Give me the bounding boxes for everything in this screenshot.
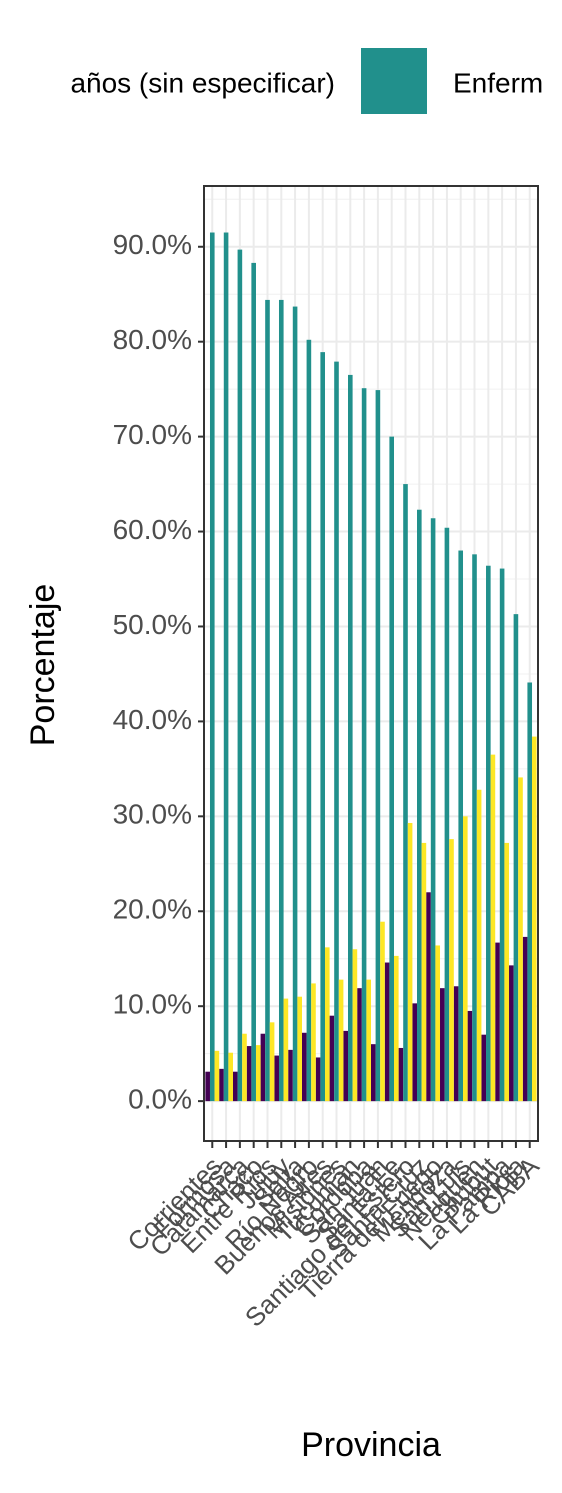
- bar: [490, 754, 496, 1102]
- bar: [453, 986, 459, 1102]
- bar: [398, 1047, 404, 1102]
- legend-key: [361, 48, 427, 114]
- bar: [255, 1045, 261, 1102]
- bar: [467, 1010, 473, 1102]
- panel-border: [203, 185, 539, 1142]
- bar: [205, 1071, 210, 1102]
- bar: [412, 1003, 418, 1102]
- y-tick-label: 90.0%: [113, 229, 192, 260]
- bar: [265, 299, 270, 1102]
- bar: [532, 736, 537, 1102]
- bar: [283, 998, 289, 1102]
- bar: [509, 965, 514, 1102]
- bar: [435, 945, 441, 1102]
- bar: [426, 892, 431, 1102]
- bar: [407, 822, 413, 1102]
- bar: [384, 962, 390, 1102]
- bar: [495, 942, 500, 1102]
- bar: [476, 789, 482, 1102]
- bar: [352, 949, 358, 1102]
- bar: [228, 1052, 233, 1102]
- bar: [366, 979, 371, 1102]
- bar: [246, 1046, 252, 1102]
- y-tick-label: 20.0%: [113, 894, 192, 925]
- bar: [297, 996, 302, 1102]
- y-axis-title: Porcentaje: [24, 584, 62, 747]
- bar: [334, 361, 339, 1102]
- y-tick-label: 30.0%: [113, 799, 192, 830]
- bar: [504, 842, 510, 1102]
- legend-label: Enferm: [453, 67, 543, 98]
- bar: [389, 436, 395, 1102]
- bar: [499, 568, 505, 1102]
- bar: [324, 947, 330, 1102]
- bar: [463, 816, 468, 1102]
- bar: [380, 921, 385, 1102]
- bar: [371, 1044, 376, 1102]
- bar: [292, 306, 298, 1102]
- bar: [522, 936, 528, 1102]
- bar: [403, 484, 408, 1102]
- bar: [306, 339, 312, 1102]
- bar: [329, 1015, 335, 1102]
- bar: [343, 1030, 348, 1102]
- bar: [223, 232, 229, 1102]
- bar: [311, 983, 316, 1102]
- bar: [209, 232, 215, 1102]
- y-tick-label: 80.0%: [113, 324, 192, 355]
- bar: [320, 352, 325, 1102]
- bar: [260, 1033, 266, 1102]
- bar: [315, 1057, 321, 1102]
- bar: [288, 1049, 293, 1102]
- bar: [527, 682, 533, 1102]
- bar: [361, 388, 367, 1102]
- bar: [242, 1033, 247, 1102]
- bar: [444, 527, 450, 1102]
- bar: [301, 1032, 307, 1102]
- bar: [338, 979, 344, 1102]
- bar: [449, 839, 454, 1102]
- bar: [278, 299, 284, 1102]
- bar: [357, 988, 362, 1102]
- bar: [481, 1034, 487, 1102]
- bar: [458, 550, 464, 1102]
- bar: [421, 842, 427, 1102]
- bar: [232, 1071, 238, 1102]
- bar: [274, 1055, 279, 1102]
- bar: [472, 554, 477, 1102]
- y-tick-label: 10.0%: [113, 989, 192, 1020]
- bar: [214, 1050, 220, 1102]
- bar: [513, 614, 519, 1102]
- bar: [430, 518, 436, 1102]
- y-tick-label: 0.0%: [128, 1084, 192, 1115]
- bar: [347, 374, 353, 1102]
- y-tick-label: 70.0%: [113, 419, 192, 450]
- bar: [440, 988, 445, 1102]
- x-axis-title: Provincia: [301, 1426, 441, 1464]
- y-tick-label: 40.0%: [113, 704, 192, 735]
- bar: [237, 249, 243, 1102]
- bar: [394, 955, 399, 1102]
- y-tick-label: 50.0%: [113, 609, 192, 640]
- legend-label: años (sin especificar): [70, 67, 335, 98]
- y-tick-label: 60.0%: [113, 514, 192, 545]
- bar: [219, 1068, 224, 1102]
- bar: [417, 509, 422, 1102]
- bar: [518, 777, 523, 1102]
- bar: [251, 262, 256, 1102]
- bar: [375, 390, 381, 1102]
- bar: [269, 1022, 275, 1102]
- bar: [486, 565, 491, 1102]
